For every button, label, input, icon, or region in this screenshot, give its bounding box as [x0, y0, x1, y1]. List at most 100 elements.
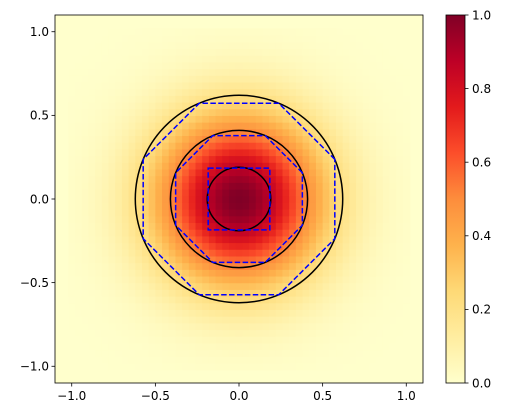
heatmap-cell	[282, 101, 290, 110]
heatmap-cell	[75, 142, 83, 150]
heatmap-cell	[182, 255, 190, 264]
heatmap-cell	[329, 362, 337, 371]
heatmap-cell	[175, 81, 183, 90]
y-axis: −1.0−0.50.00.51.0	[20, 25, 55, 374]
heatmap-cell	[235, 162, 243, 170]
heatmap-cell	[202, 195, 210, 203]
heatmap-cell	[329, 61, 337, 70]
heatmap-cell	[95, 302, 103, 310]
heatmap-cell	[382, 35, 391, 43]
heatmap-cell	[68, 88, 76, 96]
heatmap-cell	[389, 28, 397, 36]
heatmap-cell	[275, 101, 284, 110]
heatmap-cell	[362, 68, 371, 76]
heatmap-cell	[369, 48, 377, 56]
heatmap-cell	[141, 242, 150, 250]
heatmap-cell	[215, 101, 223, 110]
heatmap-cell	[135, 269, 143, 277]
heatmap-cell	[128, 336, 136, 344]
heatmap-cell	[349, 349, 357, 357]
heatmap-cell	[88, 235, 96, 244]
heatmap-cell	[362, 135, 371, 143]
heatmap-cell	[195, 35, 203, 43]
heatmap-cell	[155, 322, 163, 331]
heatmap-cell	[342, 101, 350, 110]
heatmap-cell	[175, 88, 183, 96]
heatmap-cell	[228, 275, 237, 284]
heatmap-cell	[262, 162, 270, 170]
heatmap-cell	[121, 175, 130, 183]
heatmap-cell	[269, 309, 277, 317]
heatmap-cell	[309, 316, 317, 324]
heatmap-cell	[95, 135, 103, 143]
heatmap-cell	[322, 95, 330, 103]
heatmap-cell	[75, 249, 83, 257]
heatmap-cell	[342, 155, 350, 163]
heatmap-cell	[135, 322, 143, 331]
heatmap-cell	[135, 75, 143, 83]
colorbar-tick-label: 1.0	[472, 8, 491, 22]
heatmap-cell	[88, 362, 96, 371]
heatmap-cell	[75, 35, 83, 43]
heatmap-cell	[168, 128, 177, 137]
heatmap-cell	[262, 342, 270, 351]
heatmap-cell	[289, 182, 297, 190]
heatmap-cell	[162, 155, 170, 163]
heatmap-cell	[202, 142, 210, 150]
heatmap-cell	[208, 135, 217, 143]
heatmap-cell	[275, 349, 284, 357]
heatmap-cell	[88, 188, 96, 197]
heatmap-cell	[141, 188, 150, 197]
heatmap-cell	[315, 148, 324, 157]
heatmap-cell	[275, 75, 284, 83]
heatmap-cell	[255, 235, 264, 244]
heatmap-cell	[289, 168, 297, 177]
heatmap-cell	[95, 309, 103, 317]
heatmap-cell	[115, 202, 123, 210]
heatmap-cell	[235, 75, 243, 83]
heatmap-cell	[175, 282, 183, 290]
heatmap-cell	[315, 342, 324, 351]
heatmap-cell	[315, 269, 324, 277]
heatmap-cell	[389, 316, 397, 324]
heatmap-cell	[182, 162, 190, 170]
heatmap-cell	[349, 75, 357, 83]
heatmap-cell	[282, 209, 290, 217]
heatmap-cell	[396, 222, 404, 230]
heatmap-cell	[255, 362, 264, 371]
heatmap-cell	[356, 75, 364, 83]
heatmap-cell	[68, 235, 76, 244]
heatmap-cell	[329, 342, 337, 351]
heatmap-cell	[81, 209, 90, 217]
heatmap-cell	[295, 48, 304, 56]
heatmap-cell	[222, 68, 230, 76]
heatmap-cell	[202, 215, 210, 224]
heatmap-cell	[315, 309, 324, 317]
heatmap-cell	[275, 235, 284, 244]
heatmap-cell	[148, 88, 156, 96]
heatmap-cell	[322, 255, 330, 264]
heatmap-cell	[315, 68, 324, 76]
heatmap-cell	[369, 155, 377, 163]
heatmap-cell	[369, 202, 377, 210]
heatmap-cell	[289, 309, 297, 317]
heatmap-cell	[168, 322, 177, 331]
heatmap-cell	[222, 168, 230, 177]
heatmap-cell	[121, 142, 130, 150]
heatmap-cell	[389, 235, 397, 244]
heatmap-cell	[282, 28, 290, 36]
heatmap-cell	[295, 182, 304, 190]
heatmap-cell	[155, 275, 163, 284]
heatmap-cell	[222, 48, 230, 56]
heatmap-cell	[148, 356, 156, 364]
heatmap-cell	[101, 188, 110, 197]
heatmap-cell	[135, 235, 143, 244]
heatmap-cell	[202, 356, 210, 364]
heatmap-cell	[336, 342, 344, 351]
heatmap-cell	[95, 61, 103, 70]
heatmap-cell	[75, 188, 83, 197]
heatmap-cell	[235, 101, 243, 110]
heatmap-cell	[175, 242, 183, 250]
heatmap-cell	[389, 48, 397, 56]
heatmap-cell	[148, 262, 156, 270]
